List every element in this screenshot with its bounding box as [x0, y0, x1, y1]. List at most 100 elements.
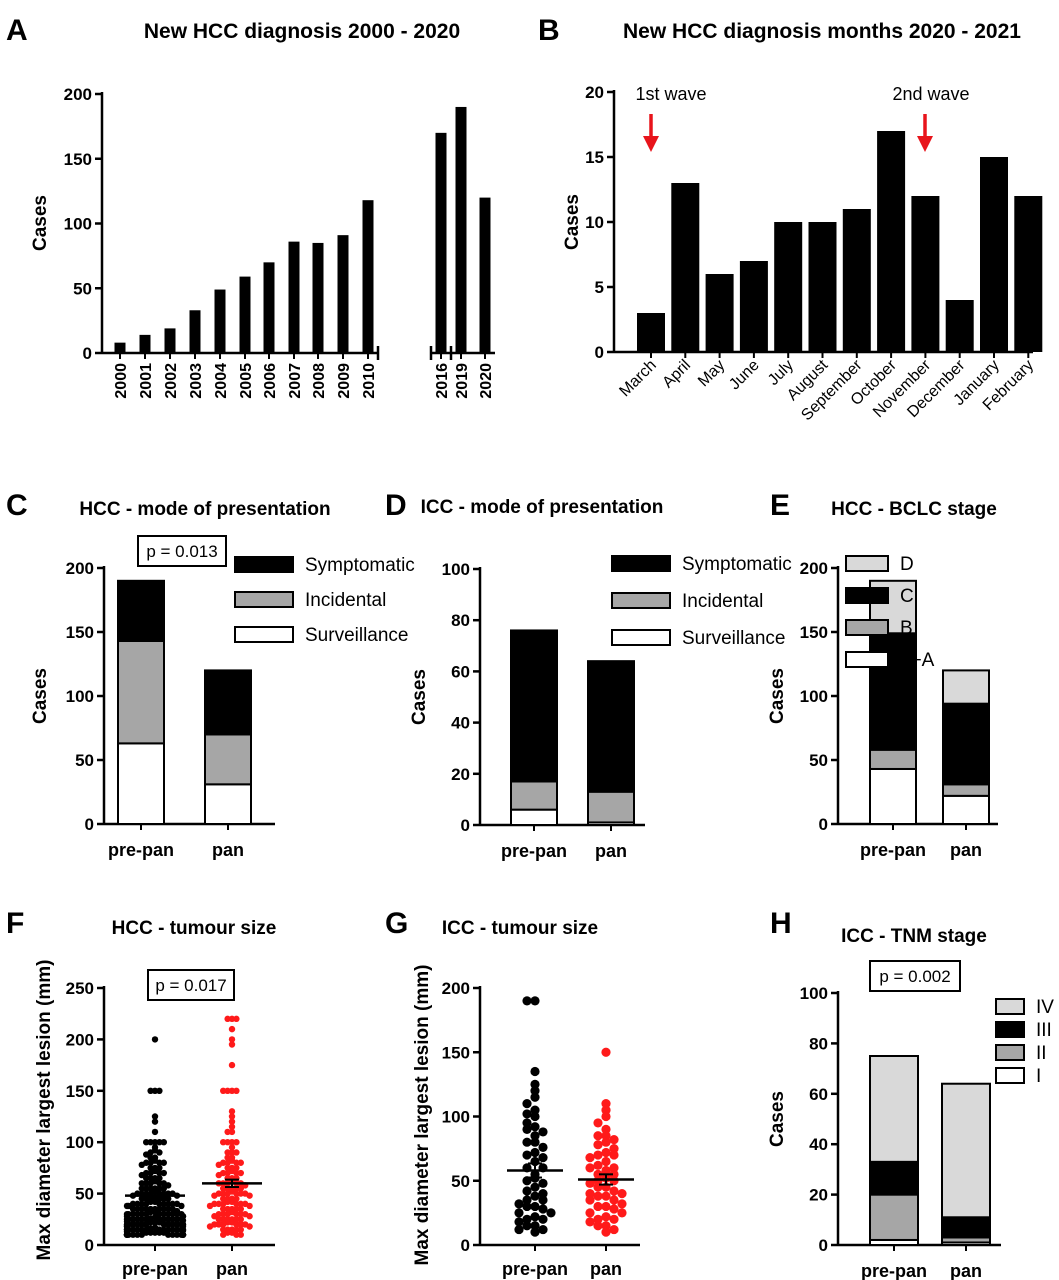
annotation-wave: 1st wave — [635, 84, 706, 104]
data-point — [143, 1151, 150, 1158]
data-point — [233, 1231, 240, 1238]
data-point — [233, 1226, 240, 1233]
data-point — [522, 1118, 532, 1128]
data-point — [143, 1210, 150, 1218]
bar — [637, 313, 665, 352]
data-point — [601, 1191, 611, 1201]
data-point — [129, 1210, 137, 1218]
data-point — [530, 1137, 540, 1147]
bar-segment-iv — [941, 1082, 991, 1219]
data-point — [593, 1221, 603, 1231]
data-point — [585, 1178, 595, 1188]
data-point — [178, 1202, 185, 1210]
chart-title: HCC - mode of presentation — [79, 499, 330, 520]
data-point — [609, 1214, 619, 1224]
y-axis-label: Cases — [562, 194, 583, 250]
data-point — [224, 1015, 231, 1023]
data-point — [165, 1195, 172, 1202]
y-tick-label: 100 — [800, 984, 828, 1003]
y-tick-label: 100 — [800, 687, 828, 706]
y-tick-label: 20 — [585, 83, 604, 102]
y-tick-label: 0 — [819, 1236, 828, 1255]
legend-swatch — [611, 555, 671, 572]
data-point — [228, 1139, 236, 1146]
data-point — [173, 1207, 181, 1215]
data-point — [538, 1204, 548, 1214]
y-axis-label: Cases — [30, 195, 51, 251]
data-point — [530, 1111, 540, 1122]
bar — [189, 310, 201, 353]
x-tick-label: 2001 — [138, 363, 155, 399]
legend-label: Incidental — [682, 591, 763, 612]
data-point — [123, 1223, 131, 1230]
data-point — [522, 1124, 532, 1134]
data-point — [530, 1122, 540, 1132]
y-tick-label: 200 — [66, 1030, 94, 1049]
legend-label: Symptomatic — [305, 555, 415, 576]
panel-letter-F: F — [6, 907, 24, 940]
data-point — [530, 1201, 540, 1212]
data-point — [156, 1139, 163, 1146]
data-point — [228, 1041, 236, 1048]
data-point — [246, 1202, 253, 1210]
panel-letter-E: E — [770, 489, 790, 522]
data-point — [156, 1205, 163, 1213]
legend-label: IV — [1036, 997, 1054, 1018]
data-point — [151, 1154, 159, 1161]
data-point — [138, 1226, 145, 1233]
legend-swatch — [995, 1044, 1025, 1061]
legend-swatch — [234, 556, 294, 573]
legend-label: II — [1036, 1043, 1047, 1064]
bar-segment-iii — [869, 1160, 919, 1196]
y-tick-label: 200 — [64, 85, 92, 104]
bar-segment-surveillance — [510, 808, 558, 827]
data-point — [160, 1200, 167, 1208]
y-tick-label: 150 — [800, 623, 828, 642]
data-point — [151, 1164, 159, 1172]
bar — [288, 241, 300, 353]
data-point — [129, 1226, 137, 1233]
data-point — [538, 1153, 548, 1163]
data-point — [530, 1131, 540, 1141]
data-point — [165, 1210, 172, 1218]
x-tick-label: 2008 — [311, 363, 328, 399]
y-tick-label: 50 — [73, 279, 92, 298]
legend-label: C — [900, 586, 914, 607]
bar-segment-d — [942, 669, 990, 705]
data-point — [601, 1047, 611, 1057]
data-point — [147, 1139, 154, 1146]
bar-segment-symptomatic — [117, 579, 165, 642]
y-axis-label: Cases — [767, 1091, 788, 1147]
data-point — [143, 1139, 150, 1146]
bar-segment-symptomatic — [204, 669, 252, 736]
y-tick-label: 60 — [809, 1085, 828, 1104]
data-point — [160, 1139, 167, 1146]
y-axis-label: Max diameter largest lesion (mm) — [412, 965, 433, 1266]
data-point — [593, 1201, 603, 1212]
data-point — [160, 1216, 167, 1223]
data-point — [617, 1208, 627, 1218]
y-axis-label: Cases — [409, 669, 430, 725]
x-tick-label: April — [659, 357, 694, 392]
data-point — [224, 1195, 231, 1202]
legend-label: Incidental — [305, 590, 386, 611]
bar — [164, 328, 176, 353]
data-point — [151, 1205, 159, 1213]
bar — [337, 235, 349, 353]
data-point — [609, 1150, 619, 1160]
data-point — [215, 1161, 222, 1169]
bar — [263, 262, 275, 353]
x-tick-label: pre-pan — [502, 1259, 568, 1279]
data-point — [522, 1214, 532, 1224]
data-point — [138, 1205, 145, 1213]
data-point — [147, 1169, 154, 1177]
data-point — [585, 1208, 595, 1218]
legend-swatch — [611, 629, 671, 646]
bar — [214, 289, 226, 353]
data-point — [215, 1171, 222, 1179]
data-point — [151, 1174, 159, 1182]
data-point — [601, 1124, 611, 1134]
data-point — [601, 1111, 611, 1122]
bar-segment-incidental — [510, 780, 558, 811]
